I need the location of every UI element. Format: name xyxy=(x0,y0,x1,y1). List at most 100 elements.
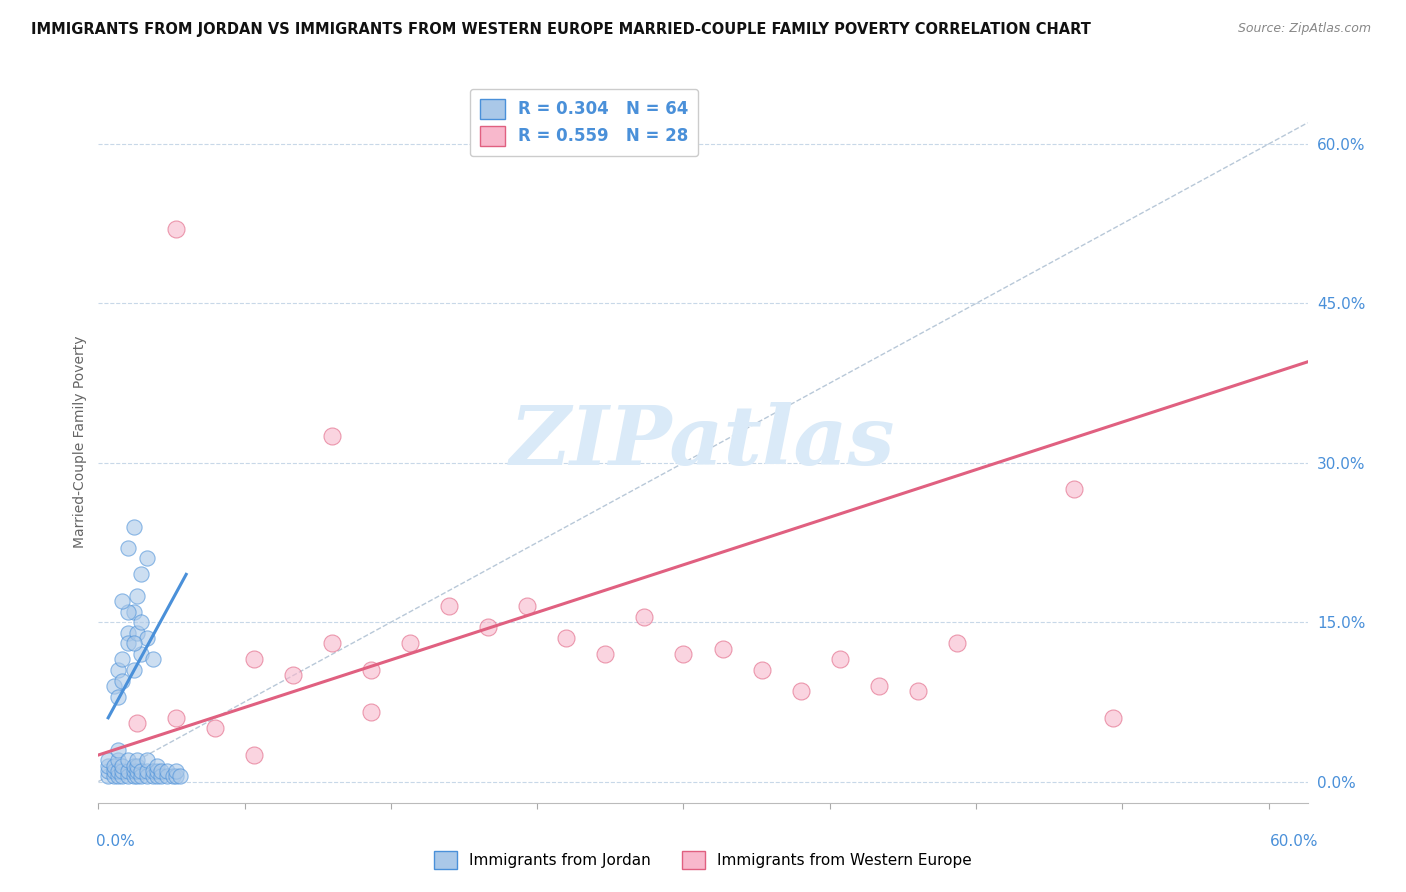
Point xyxy=(399,636,422,650)
Text: Source: ZipAtlas.com: Source: ZipAtlas.com xyxy=(1237,22,1371,36)
Point xyxy=(97,764,120,778)
Point xyxy=(156,769,179,783)
Point xyxy=(146,764,169,778)
Point xyxy=(136,764,159,778)
Point xyxy=(156,764,179,778)
Point xyxy=(131,567,153,582)
Legend: R = 0.304   N = 64, R = 0.559   N = 28: R = 0.304 N = 64, R = 0.559 N = 28 xyxy=(470,88,699,156)
Point xyxy=(111,673,134,688)
Point xyxy=(117,753,139,767)
Point xyxy=(107,663,129,677)
Point xyxy=(97,753,120,767)
Point xyxy=(439,599,461,614)
Point xyxy=(117,605,139,619)
Point xyxy=(907,684,929,698)
Text: 60.0%: 60.0% xyxy=(1271,834,1319,849)
Point xyxy=(111,769,134,783)
Point xyxy=(127,589,149,603)
Point xyxy=(283,668,305,682)
Point xyxy=(117,769,139,783)
Point xyxy=(321,429,343,443)
Point xyxy=(103,758,125,772)
Text: IMMIGRANTS FROM JORDAN VS IMMIGRANTS FROM WESTERN EUROPE MARRIED-COUPLE FAMILY P: IMMIGRANTS FROM JORDAN VS IMMIGRANTS FRO… xyxy=(31,22,1091,37)
Point xyxy=(146,769,169,783)
Point xyxy=(136,631,159,645)
Point xyxy=(107,753,129,767)
Point xyxy=(165,769,187,783)
Point xyxy=(122,769,145,783)
Point xyxy=(103,769,125,783)
Text: 0.0%: 0.0% xyxy=(96,834,135,849)
Point xyxy=(122,663,145,677)
Y-axis label: Married-Couple Family Poverty: Married-Couple Family Poverty xyxy=(73,335,87,548)
Point xyxy=(103,764,125,778)
Point xyxy=(321,636,343,650)
Point xyxy=(127,716,149,731)
Point xyxy=(131,764,153,778)
Point xyxy=(595,647,617,661)
Point xyxy=(131,769,153,783)
Point xyxy=(122,764,145,778)
Point xyxy=(127,764,149,778)
Point xyxy=(136,551,159,566)
Point xyxy=(711,641,734,656)
Point xyxy=(107,742,129,756)
Point xyxy=(789,684,811,698)
Point xyxy=(131,647,153,661)
Point xyxy=(97,758,120,772)
Point xyxy=(127,753,149,767)
Point xyxy=(107,769,129,783)
Point xyxy=(111,764,134,778)
Point xyxy=(117,625,139,640)
Point xyxy=(131,615,153,630)
Point xyxy=(162,769,184,783)
Point xyxy=(555,631,578,645)
Point xyxy=(127,625,149,640)
Point xyxy=(127,758,149,772)
Point xyxy=(127,769,149,783)
Point xyxy=(122,605,145,619)
Point xyxy=(117,541,139,555)
Point xyxy=(117,764,139,778)
Point xyxy=(122,758,145,772)
Point xyxy=(868,679,890,693)
Point xyxy=(828,652,851,666)
Point xyxy=(111,758,134,772)
Point xyxy=(204,722,226,736)
Point xyxy=(477,620,499,634)
Point xyxy=(751,663,773,677)
Point xyxy=(142,769,165,783)
Point xyxy=(111,594,134,608)
Point xyxy=(360,706,382,720)
Point xyxy=(360,663,382,677)
Point xyxy=(1101,711,1123,725)
Point xyxy=(149,764,172,778)
Point xyxy=(122,519,145,533)
Point xyxy=(243,652,266,666)
Point xyxy=(945,636,967,650)
Point xyxy=(243,747,266,762)
Point xyxy=(146,758,169,772)
Point xyxy=(169,769,191,783)
Point xyxy=(122,636,145,650)
Point xyxy=(165,711,187,725)
Point xyxy=(142,764,165,778)
Point xyxy=(117,636,139,650)
Point xyxy=(136,753,159,767)
Point xyxy=(97,769,120,783)
Text: ZIPatlas: ZIPatlas xyxy=(510,401,896,482)
Point xyxy=(1063,483,1085,497)
Point xyxy=(633,610,655,624)
Point xyxy=(136,769,159,783)
Legend: Immigrants from Jordan, Immigrants from Western Europe: Immigrants from Jordan, Immigrants from … xyxy=(429,845,977,875)
Point xyxy=(149,769,172,783)
Point xyxy=(103,679,125,693)
Point xyxy=(672,647,695,661)
Point xyxy=(111,652,134,666)
Point xyxy=(142,652,165,666)
Point xyxy=(516,599,538,614)
Point xyxy=(107,690,129,704)
Point xyxy=(107,764,129,778)
Point xyxy=(165,222,187,236)
Point xyxy=(165,764,187,778)
